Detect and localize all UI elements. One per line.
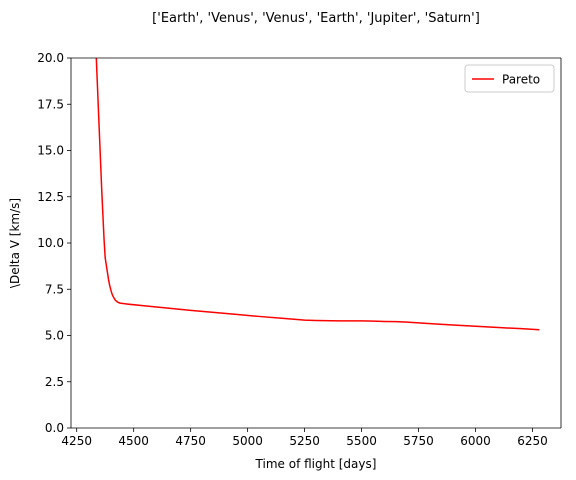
y-tick-label: 2.5 <box>45 375 64 389</box>
x-tick-label: 5750 <box>403 434 434 448</box>
y-tick-label: 15.0 <box>37 144 64 158</box>
chart-title: ['Earth', 'Venus', 'Venus', 'Earth', 'Ju… <box>152 11 480 26</box>
x-tick-label: 5250 <box>289 434 320 448</box>
legend-label-pareto: Pareto <box>502 73 540 87</box>
x-tick-label: 6250 <box>517 434 548 448</box>
series-layer <box>95 58 540 331</box>
x-tick-label: 4250 <box>61 434 92 448</box>
x-tick-label: 4750 <box>175 434 206 448</box>
axes-frame <box>70 57 562 429</box>
y-axis: 0.0 2.5 5.0 7.5 10.0 12.5 15.0 17.5 20.0 <box>37 51 71 435</box>
y-tick-label: 0.0 <box>45 421 64 435</box>
x-tick-label: 5500 <box>346 434 377 448</box>
x-axis: 4250 4500 4750 5000 5250 5500 5750 6000 6250 <box>61 428 548 448</box>
plot-area <box>70 57 562 429</box>
y-tick-label: 20.0 <box>37 51 64 65</box>
y-axis-label: \Delta V [km/s] <box>8 198 22 288</box>
series-line-pareto <box>95 58 540 331</box>
plot-background <box>71 58 561 428</box>
y-tick-label: 10.0 <box>37 236 64 250</box>
x-tick-label: 4500 <box>118 434 149 448</box>
y-tick-label: 5.0 <box>45 329 64 343</box>
y-tick-label: 17.5 <box>37 97 64 111</box>
x-tick-label: 6000 <box>460 434 491 448</box>
legend: Pareto <box>464 64 555 93</box>
legend-box <box>464 64 555 93</box>
x-axis-label: Time of flight [days] <box>255 457 377 471</box>
y-tick-label: 12.5 <box>37 190 64 204</box>
y-tick-label: 7.5 <box>45 282 64 296</box>
x-tick-label: 5000 <box>232 434 263 448</box>
